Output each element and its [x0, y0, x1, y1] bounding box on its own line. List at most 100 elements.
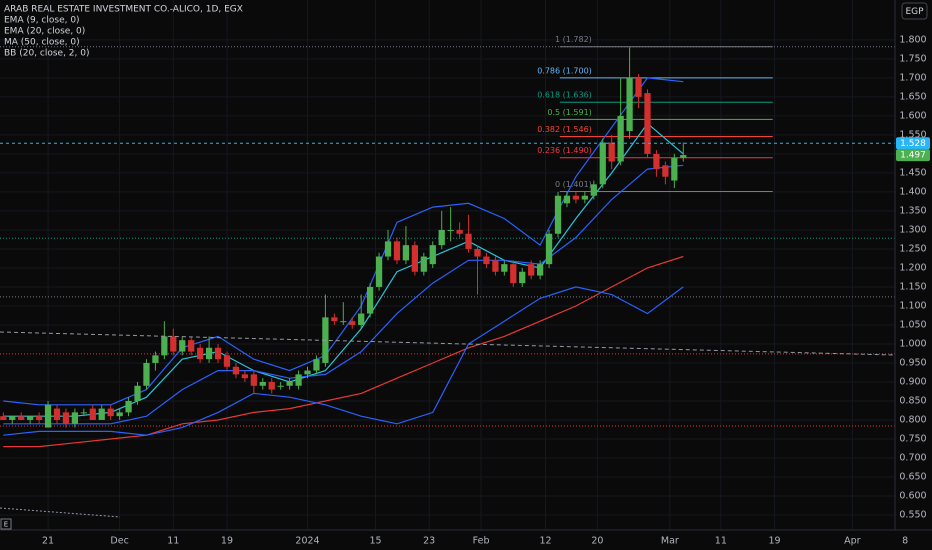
y-tick-label: 0.600 — [899, 490, 926, 501]
candle-body — [134, 385, 141, 401]
candle-body — [349, 321, 356, 325]
y-tick-label: 0.800 — [899, 414, 926, 425]
plot-area: 1 (1.782) 0.786 (1.700) 0.618 (1.636) 0.5 (… — [0, 0, 932, 530]
currency-box[interactable] — [901, 2, 928, 20]
price-axis — [895, 0, 932, 550]
x-tick-label: 19 — [768, 536, 780, 547]
x-tick-label: Dec — [110, 536, 128, 547]
candle-body — [671, 157, 678, 181]
candle-body — [232, 366, 240, 375]
candle-body — [107, 408, 114, 417]
x-tick-label: 11 — [167, 536, 179, 547]
candle-body — [188, 340, 195, 352]
x-tick-label: 21 — [42, 536, 54, 547]
candle-body — [554, 195, 562, 234]
indicator-line — [3, 77, 684, 406]
indicator-line — [3, 255, 684, 448]
candle-body — [572, 195, 580, 200]
candle-body — [644, 93, 651, 154]
candle-body — [286, 381, 293, 386]
candle-body — [250, 374, 257, 386]
legend-entry[interactable]: MA (50, close, 0) — [4, 38, 80, 48]
x-tick-label: 15 — [369, 536, 381, 547]
x-tick-label: 20 — [591, 536, 603, 547]
candle-body — [545, 233, 553, 265]
candle-body — [367, 286, 374, 314]
indicator-line — [3, 286, 684, 436]
candle-body — [152, 355, 159, 363]
currency: EGP — [905, 7, 924, 17]
candle-body — [18, 416, 25, 420]
candle-body — [653, 153, 660, 170]
fib-label: 0.5 (1.591) — [547, 108, 591, 117]
y-tick-label: 1.000 — [899, 338, 926, 349]
fib-label: 1 (1.782) — [555, 35, 592, 44]
x-tick-label: 11 — [715, 536, 727, 547]
legend-entry[interactable]: EMA (20, close, 0) — [4, 27, 85, 37]
fib-label: 0.786 (1.700) — [537, 66, 592, 75]
legend: ARAB REAL ESTATE INVESTMENT CO.-ALICO, 1… — [4, 5, 243, 59]
y-tick-label: 0.650 — [899, 471, 926, 482]
fib-label: 0.618 (1.636) — [537, 91, 592, 100]
candle-body — [483, 256, 490, 265]
candle-body — [429, 245, 436, 265]
x-tick-label: 8 — [902, 536, 908, 547]
candle-body — [53, 408, 61, 420]
price-badge — [896, 149, 930, 162]
candle-body — [0, 416, 7, 420]
price-badge-label: 1.528 — [900, 139, 926, 149]
candle-body — [501, 264, 508, 272]
candle-body — [447, 229, 454, 231]
y-tick-label: 0.850 — [899, 395, 926, 406]
y-tick-label: 1.650 — [899, 91, 926, 102]
indicator-line — [3, 164, 684, 425]
y-tick-label: 1.050 — [899, 319, 926, 330]
candle-body — [411, 245, 418, 272]
x-tick-label: 19 — [221, 536, 233, 547]
candle-body — [456, 229, 463, 234]
y-tick-label: 1.350 — [899, 205, 926, 216]
y-tick-label: 1.300 — [899, 224, 926, 235]
x-tick-label: Apr — [844, 536, 861, 547]
y-tick-label: 1.550 — [899, 129, 926, 140]
candle-body — [528, 264, 535, 276]
candle-body — [563, 195, 571, 204]
y-tick-label: 1.100 — [899, 300, 926, 311]
candle-body — [599, 142, 606, 185]
candle-body — [474, 248, 481, 257]
candle-body — [519, 271, 526, 284]
candle-body — [626, 77, 633, 132]
candle-body — [331, 317, 338, 322]
candle-body — [402, 245, 410, 261]
candle-body — [223, 355, 231, 367]
x-tick-label: Feb — [473, 536, 490, 547]
fib-label: 0 (1.401) — [555, 180, 592, 189]
price-badge-label: 1.497 — [900, 151, 926, 161]
legend-entry[interactable]: BB (20, close, 2, 0) — [4, 49, 89, 59]
candle-body — [214, 347, 222, 360]
candle-body — [205, 347, 213, 360]
candle-body — [384, 241, 392, 257]
legend-entry[interactable]: EMA (9, close, 0) — [4, 16, 80, 26]
candle-body — [295, 374, 302, 386]
candle-body — [375, 256, 383, 287]
candle-body — [116, 412, 123, 417]
logo-box[interactable] — [0, 518, 12, 530]
fib-label: 0.382 (1.546) — [537, 125, 592, 134]
y-tick-label: 1.250 — [899, 243, 926, 254]
x-tick-label: 23 — [423, 536, 435, 547]
candle-body — [89, 408, 96, 420]
candle-body — [590, 184, 597, 196]
chart-title: ARAB REAL ESTATE INVESTMENT CO.-ALICO, 1… — [4, 5, 243, 15]
trend-line — [0, 507, 121, 518]
y-tick-label: 1.400 — [899, 186, 926, 197]
candle-body — [35, 416, 43, 420]
y-tick-label: 0.550 — [899, 509, 926, 520]
candle-body — [304, 370, 311, 375]
y-tick-label: 1.200 — [899, 262, 926, 273]
candle-body — [98, 408, 105, 420]
x-tick-label: 12 — [539, 536, 551, 547]
x-tick-label: 2024 — [295, 536, 319, 547]
candle-body — [241, 374, 249, 379]
